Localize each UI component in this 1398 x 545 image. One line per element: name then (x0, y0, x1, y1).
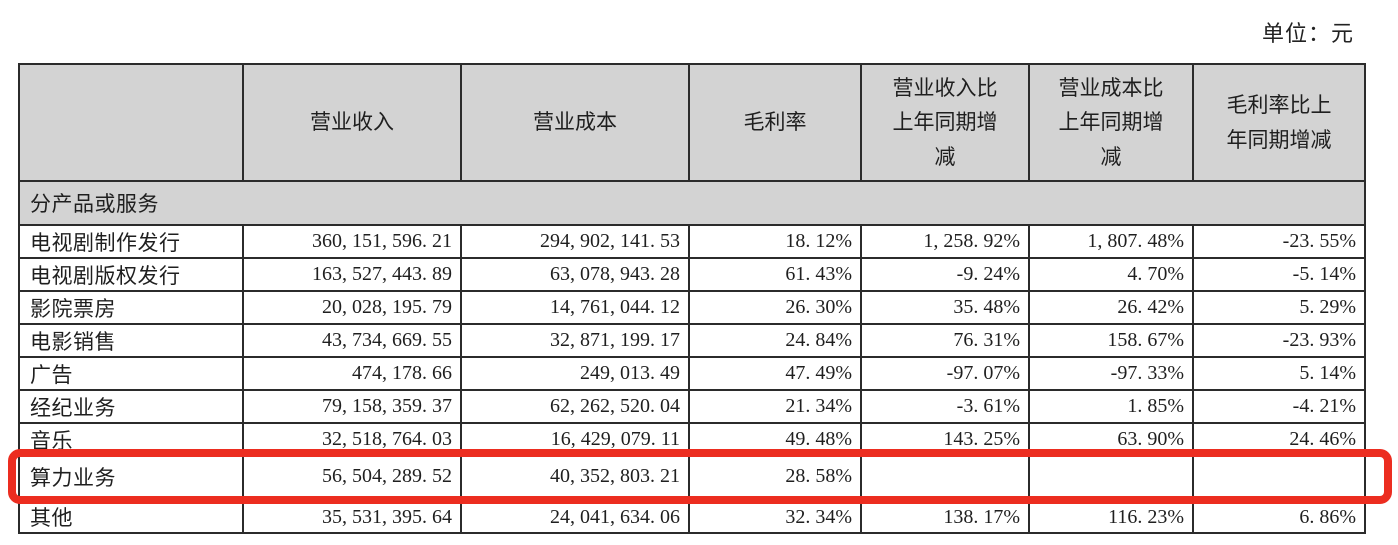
header-cell-revenue-yoy: 营业收入比上年同期增减 (860, 65, 1028, 180)
row-label-cell: 电视剧版权发行 (20, 257, 242, 290)
margin-yoy-cell: 24. 46% (1192, 422, 1364, 455)
cost-cell: 16, 429, 079. 11 (460, 422, 688, 455)
cost-cell: 14, 761, 044. 12 (460, 290, 688, 323)
cost-yoy-cell: 1. 85% (1028, 389, 1192, 422)
header-cell-blank (20, 65, 242, 180)
revenue-cell: 360, 151, 596. 21 (242, 224, 460, 257)
header-cell-cost: 营业成本 (460, 65, 688, 180)
row-label-cell: 广告 (20, 356, 242, 389)
row-label-cell: 其他 (20, 496, 242, 532)
cost-cell: 249, 013. 49 (460, 356, 688, 389)
row-label-cell: 音乐 (20, 422, 242, 455)
revenue-cell: 35, 531, 395. 64 (242, 496, 460, 532)
row-label-cell: 电视剧制作发行 (20, 224, 242, 257)
cost-cell: 40, 352, 803. 21 (460, 455, 688, 496)
margin-cell: 47. 49% (688, 356, 860, 389)
margin-yoy-cell: -23. 55% (1192, 224, 1364, 257)
margin-cell: 32. 34% (688, 496, 860, 532)
cost-yoy-cell: 116. 23% (1028, 496, 1192, 532)
revenue-yoy-cell: 76. 31% (860, 323, 1028, 356)
margin-cell: 61. 43% (688, 257, 860, 290)
row-label-cell: 电影销售 (20, 323, 242, 356)
revenue-cell: 474, 178. 66 (242, 356, 460, 389)
margin-cell: 18. 12% (688, 224, 860, 257)
margin-yoy-cell (1192, 455, 1364, 496)
cost-yoy-cell (1028, 455, 1192, 496)
margin-yoy-cell: -5. 14% (1192, 257, 1364, 290)
revenue-cell: 79, 158, 359. 37 (242, 389, 460, 422)
revenue-yoy-cell: 1, 258. 92% (860, 224, 1028, 257)
header-cell-gross-margin: 毛利率 (688, 65, 860, 180)
revenue-yoy-cell: 35. 48% (860, 290, 1028, 323)
financial-table: 营业收入 营业成本 毛利率 营业收入比上年同期增减 营业成本比上年同期增减 毛利… (18, 63, 1366, 534)
cost-cell: 32, 871, 199. 17 (460, 323, 688, 356)
margin-yoy-cell: 5. 29% (1192, 290, 1364, 323)
margin-yoy-cell: 6. 86% (1192, 496, 1364, 532)
header-cell-margin-yoy: 毛利率比上年同期增减 (1192, 65, 1364, 180)
margin-yoy-cell: 5. 14% (1192, 356, 1364, 389)
cost-cell: 63, 078, 943. 28 (460, 257, 688, 290)
cost-yoy-cell: 63. 90% (1028, 422, 1192, 455)
revenue-cell: 56, 504, 289. 52 (242, 455, 460, 496)
revenue-yoy-cell: -97. 07% (860, 356, 1028, 389)
margin-cell: 26. 30% (688, 290, 860, 323)
cost-yoy-cell: 4. 70% (1028, 257, 1192, 290)
row-label-cell: 经纪业务 (20, 389, 242, 422)
cost-cell: 294, 902, 141. 53 (460, 224, 688, 257)
revenue-cell: 20, 028, 195. 79 (242, 290, 460, 323)
margin-yoy-cell: -4. 21% (1192, 389, 1364, 422)
unit-label: 单位：元 (1261, 21, 1354, 46)
revenue-yoy-cell: 138. 17% (860, 496, 1028, 532)
cost-yoy-cell: 26. 42% (1028, 290, 1192, 323)
cost-cell: 24, 041, 634. 06 (460, 496, 688, 532)
cost-yoy-cell: 158. 67% (1028, 323, 1192, 356)
row-label-cell: 算力业务 (20, 455, 242, 496)
header-cell-revenue: 营业收入 (242, 65, 460, 180)
margin-cell: 21. 34% (688, 389, 860, 422)
margin-yoy-cell: -23. 93% (1192, 323, 1364, 356)
cost-cell: 62, 262, 520. 04 (460, 389, 688, 422)
revenue-cell: 163, 527, 443. 89 (242, 257, 460, 290)
cost-yoy-cell: 1, 807. 48% (1028, 224, 1192, 257)
revenue-cell: 43, 734, 669. 55 (242, 323, 460, 356)
section-row-by-product-or-service: 分产品或服务 (20, 180, 1364, 224)
revenue-yoy-cell: -9. 24% (860, 257, 1028, 290)
revenue-yoy-cell (860, 455, 1028, 496)
margin-cell: 28. 58% (688, 455, 860, 496)
revenue-yoy-cell: 143. 25% (860, 422, 1028, 455)
cost-yoy-cell: -97. 33% (1028, 356, 1192, 389)
margin-cell: 49. 48% (688, 422, 860, 455)
margin-cell: 24. 84% (688, 323, 860, 356)
header-cell-cost-yoy: 营业成本比上年同期增减 (1028, 65, 1192, 180)
revenue-cell: 32, 518, 764. 03 (242, 422, 460, 455)
revenue-yoy-cell: -3. 61% (860, 389, 1028, 422)
row-label-cell: 影院票房 (20, 290, 242, 323)
